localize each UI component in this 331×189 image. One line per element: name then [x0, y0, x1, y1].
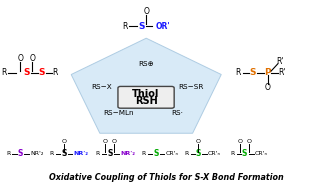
Text: O: O	[29, 54, 35, 63]
Text: R: R	[122, 22, 127, 30]
Text: O: O	[196, 139, 201, 143]
Text: R: R	[96, 151, 100, 156]
Text: R: R	[6, 151, 10, 156]
Text: P: P	[264, 68, 271, 77]
Text: R: R	[236, 68, 241, 77]
Text: O: O	[246, 139, 251, 143]
Text: R: R	[1, 68, 7, 77]
Text: O: O	[264, 83, 270, 92]
Text: NR'₂: NR'₂	[73, 151, 88, 156]
Text: R: R	[53, 68, 58, 77]
Text: O: O	[18, 54, 23, 63]
Text: Oxidative Coupling of Thiols for S-X Bond Formation: Oxidative Coupling of Thiols for S-X Bon…	[49, 174, 283, 183]
Text: O: O	[61, 139, 66, 143]
Text: R': R'	[276, 57, 284, 66]
Text: R: R	[50, 151, 54, 156]
Text: O: O	[112, 139, 117, 143]
Text: S: S	[138, 22, 145, 30]
Text: RS−X: RS−X	[91, 84, 112, 90]
Text: S: S	[17, 149, 23, 158]
Text: CR'ₙ: CR'ₙ	[208, 151, 221, 156]
Text: S: S	[61, 149, 67, 158]
Text: RS−MLn: RS−MLn	[103, 110, 133, 116]
Text: CR'ₙ: CR'ₙ	[255, 151, 268, 156]
Text: S: S	[250, 68, 256, 77]
Text: CR'ₙ: CR'ₙ	[165, 151, 178, 156]
Text: S: S	[242, 149, 247, 158]
Text: RSH: RSH	[135, 96, 158, 106]
Text: S: S	[39, 68, 45, 77]
Polygon shape	[71, 38, 221, 133]
Text: S: S	[153, 149, 159, 158]
Text: S: S	[107, 149, 113, 158]
Text: O: O	[237, 139, 242, 143]
FancyBboxPatch shape	[118, 86, 174, 108]
Text: O: O	[143, 7, 149, 16]
Text: R: R	[184, 151, 189, 156]
Text: S: S	[23, 68, 29, 77]
Text: R: R	[142, 151, 146, 156]
Text: RS·: RS·	[171, 110, 183, 116]
Text: OR': OR'	[156, 22, 171, 30]
Text: RS−SR: RS−SR	[178, 84, 203, 90]
Text: O: O	[103, 139, 108, 143]
Text: Thiol: Thiol	[132, 89, 160, 99]
Text: NR'₂: NR'₂	[30, 151, 43, 156]
Text: R: R	[231, 151, 235, 156]
Text: R': R'	[278, 68, 286, 77]
Text: RS⊕: RS⊕	[138, 60, 154, 67]
Text: S: S	[196, 149, 201, 158]
Text: NR'₂: NR'₂	[120, 151, 135, 156]
